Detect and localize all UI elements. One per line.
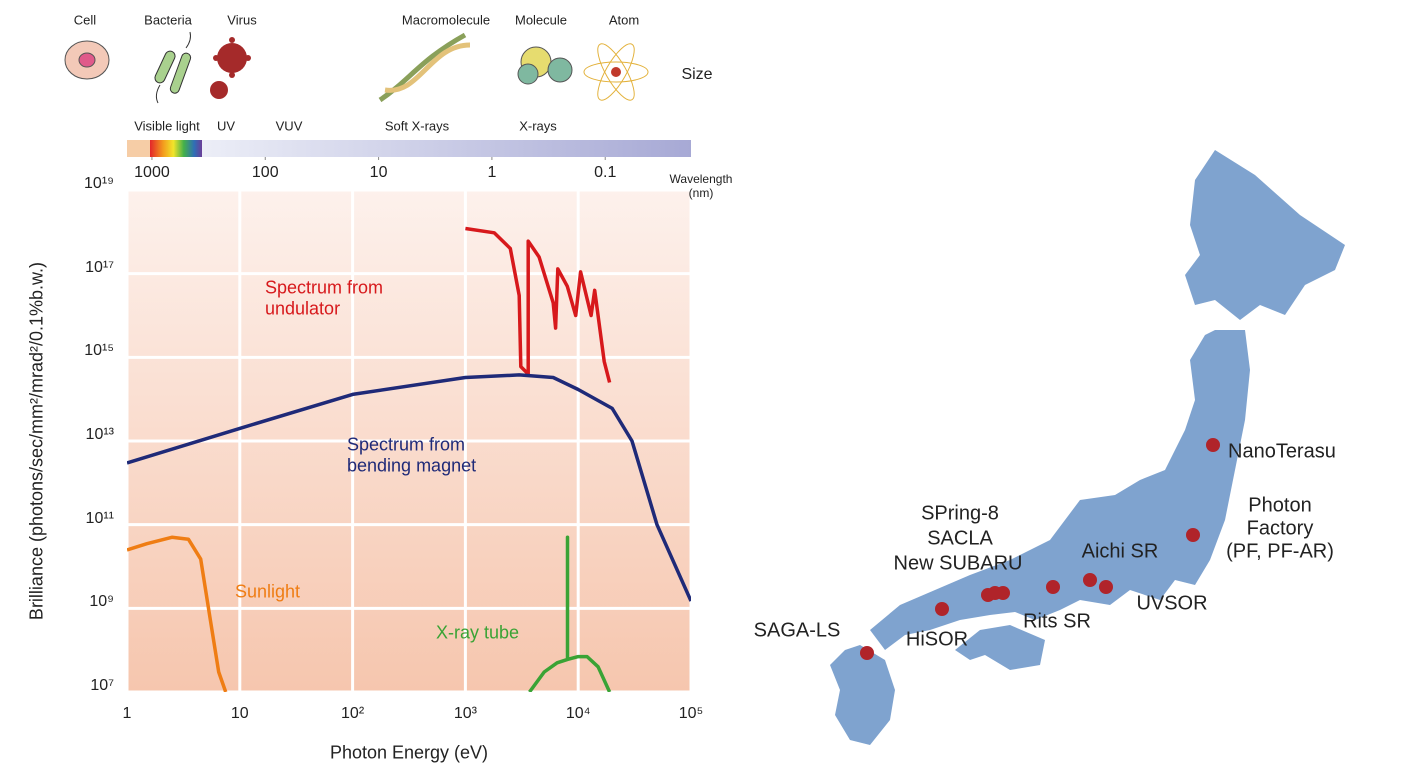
figure [0,0,1401,773]
size-label: Molecule [515,14,567,29]
size-label: Macromolecule [402,14,490,29]
facility-label: NanoTerasu [1228,441,1336,464]
facility-label: Photon Factory (PF, PF-AR) [1220,495,1341,564]
size-label: Cell [74,14,96,29]
x-axis-label: Photon Energy (eV) [330,743,488,764]
page: 1 10 10² 10³ 10⁴ 10⁵ 10⁷ 10⁹ 10¹¹ 10¹³ 10¹⁵ 10¹⁷ 10¹… [0,0,1401,773]
size-label: Atom [609,14,639,29]
facility-dot [860,646,874,660]
band-label: X-rays [519,120,557,135]
y-tick-label: 10¹⁵ [84,342,114,360]
x2-tick-label: 1 [487,164,496,182]
y-tick-label: 10¹⁹ [84,175,114,193]
visible-band [150,140,202,157]
atom-icon [584,39,648,104]
virus-icon [210,37,251,99]
band-label: Visible light [134,120,200,135]
x-tick-label: 10⁵ [679,705,703,723]
x-tick-label: 10² [341,705,364,723]
hokkaido [1185,150,1345,320]
bacteria-icon [153,32,192,103]
size-label: Bacteria [144,14,192,29]
series-label: Spectrum from undulator [265,277,383,318]
cell-icon [65,41,109,79]
x2-tick-label: 1000 [134,164,170,182]
y-tick-label: 10¹¹ [86,509,114,527]
facility-dot [996,586,1010,600]
x-tick-label: 1 [123,705,132,723]
ir-band [127,140,151,157]
facility-label: UVSOR [1136,593,1207,616]
series-label: X-ray tube [436,623,519,644]
x2-tick-label: 100 [252,164,279,182]
facility-label: SAGA-LS [754,620,841,643]
y-tick-label: 10¹³ [86,426,114,444]
x2-tick-label: 0.1 [594,164,616,182]
y-axis-label: Brilliance (photons/sec/mm²/mrad²/0.1%b.… [27,262,48,620]
y-tick-label: 10⁹ [89,593,114,611]
facility-dot [1083,573,1097,587]
kyushu [830,645,895,745]
facility-dot [1099,580,1113,594]
uv-xray-band [202,140,691,157]
facility-dot [1186,528,1200,542]
facility-label: HiSOR [906,629,968,652]
facility-label: Rits SR [1023,611,1091,634]
x-tick-label: 10³ [454,705,477,723]
facility-dot [935,602,949,616]
series-label: Spectrum from bending magnet [347,434,476,475]
band-label: UV [217,120,235,135]
size-title: Size [681,66,712,84]
x2-tick-label: 10 [370,164,388,182]
facility-label: Aichi SR [1082,541,1159,564]
macromolecule-icon [380,35,470,100]
y-tick-label: 10¹⁷ [85,258,114,276]
band-label: VUV [276,120,303,135]
facility-dot [1046,580,1060,594]
band-label: Soft X-rays [385,120,449,135]
size-label: Virus [227,14,256,29]
facility-label: New SUBARU [894,553,1023,576]
x-tick-label: 10⁴ [566,705,591,723]
series-label: Sunlight [235,582,300,603]
facility-dot [1206,438,1220,452]
molecule-icon [518,47,572,84]
y-tick-label: 10⁷ [90,677,114,695]
x2-axis-label: Wavelength (nm) [670,173,733,201]
facility-label: SACLA [927,528,993,551]
facility-label: SPring-8 [921,503,999,526]
x-tick-label: 10 [231,705,249,723]
